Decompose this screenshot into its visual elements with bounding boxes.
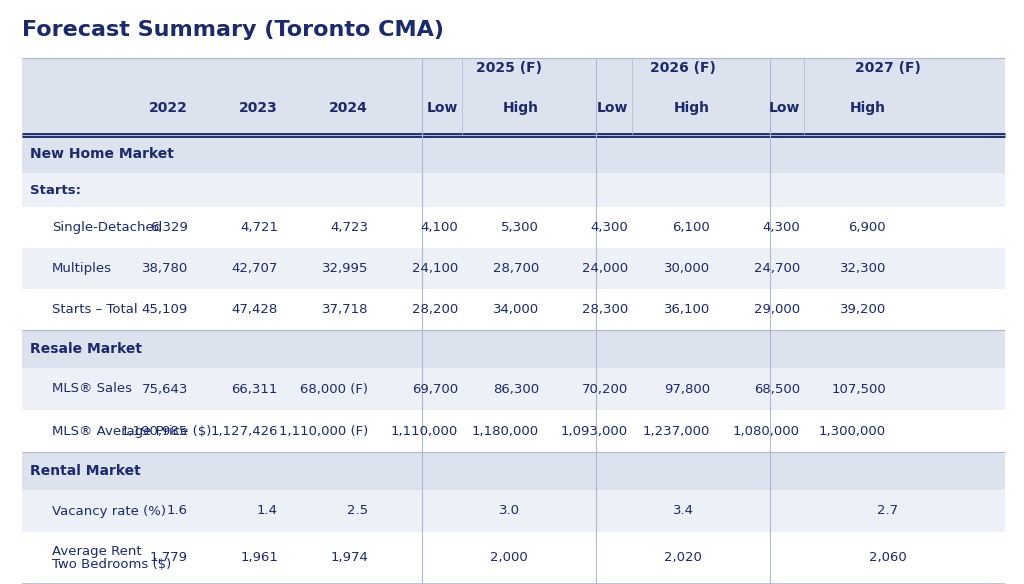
Text: High: High bbox=[674, 101, 710, 115]
Bar bbox=[22, 248, 1005, 289]
Text: 36,100: 36,100 bbox=[664, 303, 710, 316]
Text: 2025 (F): 2025 (F) bbox=[476, 61, 542, 75]
Text: 28,300: 28,300 bbox=[582, 303, 628, 316]
Text: 2,000: 2,000 bbox=[490, 551, 528, 565]
Text: 2026 (F): 2026 (F) bbox=[650, 61, 716, 75]
Text: 32,300: 32,300 bbox=[840, 262, 886, 275]
Text: 86,300: 86,300 bbox=[493, 383, 539, 395]
Text: 24,100: 24,100 bbox=[412, 262, 458, 275]
Text: New Home Market: New Home Market bbox=[30, 147, 174, 161]
Text: 38,780: 38,780 bbox=[141, 262, 188, 275]
Text: 3.4: 3.4 bbox=[673, 505, 693, 517]
Text: Average Rent: Average Rent bbox=[52, 544, 141, 558]
Bar bbox=[22, 173, 1005, 207]
Bar bbox=[22, 452, 1005, 490]
Text: 2023: 2023 bbox=[240, 101, 278, 115]
Text: 45,109: 45,109 bbox=[141, 303, 188, 316]
Text: High: High bbox=[503, 101, 539, 115]
Text: 1,127,426: 1,127,426 bbox=[211, 425, 278, 437]
Text: 1,779: 1,779 bbox=[150, 551, 188, 565]
Text: 4,721: 4,721 bbox=[240, 221, 278, 234]
Bar bbox=[22, 490, 1005, 532]
Bar bbox=[22, 410, 1005, 452]
Text: 2027 (F): 2027 (F) bbox=[855, 61, 921, 75]
Text: 1.6: 1.6 bbox=[167, 505, 188, 517]
Bar bbox=[22, 135, 1005, 173]
Text: 4,300: 4,300 bbox=[762, 221, 800, 234]
Text: 2022: 2022 bbox=[150, 101, 188, 115]
Text: 24,000: 24,000 bbox=[582, 262, 628, 275]
Text: 28,700: 28,700 bbox=[493, 262, 539, 275]
Bar bbox=[22, 58, 1005, 135]
Text: MLS® Sales: MLS® Sales bbox=[52, 383, 132, 395]
Text: 6,329: 6,329 bbox=[151, 221, 188, 234]
Bar bbox=[22, 368, 1005, 410]
Text: 34,000: 34,000 bbox=[493, 303, 539, 316]
Text: 30,000: 30,000 bbox=[664, 262, 710, 275]
Bar bbox=[22, 330, 1005, 368]
Text: 24,700: 24,700 bbox=[754, 262, 800, 275]
Text: 1,237,000: 1,237,000 bbox=[643, 425, 710, 437]
Text: 68,000 (F): 68,000 (F) bbox=[300, 383, 368, 395]
Text: Low: Low bbox=[769, 101, 800, 115]
Text: 2.7: 2.7 bbox=[877, 505, 898, 517]
Text: 5,300: 5,300 bbox=[501, 221, 539, 234]
Text: Vacancy rate (%): Vacancy rate (%) bbox=[52, 505, 166, 517]
Text: Low: Low bbox=[427, 101, 458, 115]
Text: MLS® Average Price ($): MLS® Average Price ($) bbox=[52, 425, 211, 437]
Text: 28,200: 28,200 bbox=[412, 303, 458, 316]
Text: 2,060: 2,060 bbox=[868, 551, 906, 565]
Text: 1,110,000: 1,110,000 bbox=[391, 425, 458, 437]
Bar bbox=[22, 207, 1005, 248]
Text: 32,995: 32,995 bbox=[322, 262, 368, 275]
Text: 2,020: 2,020 bbox=[664, 551, 701, 565]
Text: 107,500: 107,500 bbox=[831, 383, 886, 395]
Text: 75,643: 75,643 bbox=[141, 383, 188, 395]
Text: 4,100: 4,100 bbox=[420, 221, 458, 234]
Text: 1,300,000: 1,300,000 bbox=[819, 425, 886, 437]
Text: 4,723: 4,723 bbox=[330, 221, 368, 234]
Text: 6,900: 6,900 bbox=[848, 221, 886, 234]
Text: 1,961: 1,961 bbox=[240, 551, 278, 565]
Text: 2024: 2024 bbox=[329, 101, 368, 115]
Text: 69,700: 69,700 bbox=[412, 383, 458, 395]
Text: 6,100: 6,100 bbox=[672, 221, 710, 234]
Text: 1,110,000 (F): 1,110,000 (F) bbox=[279, 425, 368, 437]
Text: 1,190,985: 1,190,985 bbox=[121, 425, 188, 437]
Text: 70,200: 70,200 bbox=[582, 383, 628, 395]
Text: 3.0: 3.0 bbox=[499, 505, 519, 517]
Text: 42,707: 42,707 bbox=[231, 262, 278, 275]
Text: High: High bbox=[850, 101, 886, 115]
Text: Forecast Summary (Toronto CMA): Forecast Summary (Toronto CMA) bbox=[22, 20, 444, 40]
Text: 1,180,000: 1,180,000 bbox=[472, 425, 539, 437]
Text: Resale Market: Resale Market bbox=[30, 342, 142, 356]
Text: 1,093,000: 1,093,000 bbox=[561, 425, 628, 437]
Text: Two Bedrooms ($): Two Bedrooms ($) bbox=[52, 558, 171, 572]
Text: Low: Low bbox=[597, 101, 628, 115]
Text: 1,974: 1,974 bbox=[330, 551, 368, 565]
Text: 39,200: 39,200 bbox=[840, 303, 886, 316]
Text: 66,311: 66,311 bbox=[231, 383, 278, 395]
Text: 1,080,000: 1,080,000 bbox=[733, 425, 800, 437]
Bar bbox=[22, 532, 1005, 584]
Text: 2.5: 2.5 bbox=[347, 505, 368, 517]
Text: 47,428: 47,428 bbox=[231, 303, 278, 316]
Text: Single-Detached: Single-Detached bbox=[52, 221, 162, 234]
Text: Rental Market: Rental Market bbox=[30, 464, 140, 478]
Text: 37,718: 37,718 bbox=[322, 303, 368, 316]
Text: Multiples: Multiples bbox=[52, 262, 112, 275]
Text: 68,500: 68,500 bbox=[754, 383, 800, 395]
Text: 97,800: 97,800 bbox=[664, 383, 710, 395]
Text: 4,300: 4,300 bbox=[590, 221, 628, 234]
Bar bbox=[22, 289, 1005, 330]
Text: 29,000: 29,000 bbox=[754, 303, 800, 316]
Text: Starts:: Starts: bbox=[30, 183, 81, 196]
Text: 1.4: 1.4 bbox=[257, 505, 278, 517]
Text: Starts – Total: Starts – Total bbox=[52, 303, 137, 316]
